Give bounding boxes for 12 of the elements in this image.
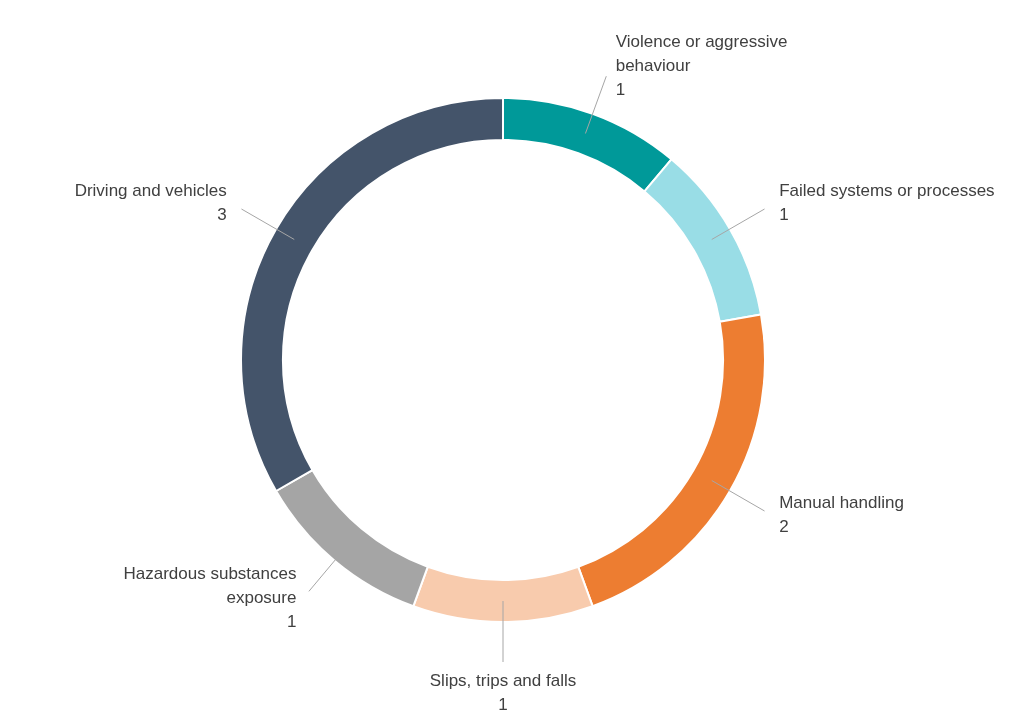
slice-label: Manual handling (779, 493, 904, 512)
data-label: 1 (286, 612, 297, 632)
slice-label: Hazardous substances exposure (123, 564, 297, 608)
slice-label: Failed systems or processes (779, 181, 995, 200)
data-label: 2 (779, 517, 789, 536)
slice-label: Violence or aggressive behaviour (615, 31, 788, 75)
data-label: 1 (615, 79, 626, 99)
data-label: 3 (217, 205, 227, 224)
slice-label: Slips, trips and falls (429, 671, 577, 690)
data-label: 1 (498, 695, 508, 714)
slice-label: Driving and vehicles (74, 181, 227, 200)
data-label: 1 (779, 205, 789, 224)
